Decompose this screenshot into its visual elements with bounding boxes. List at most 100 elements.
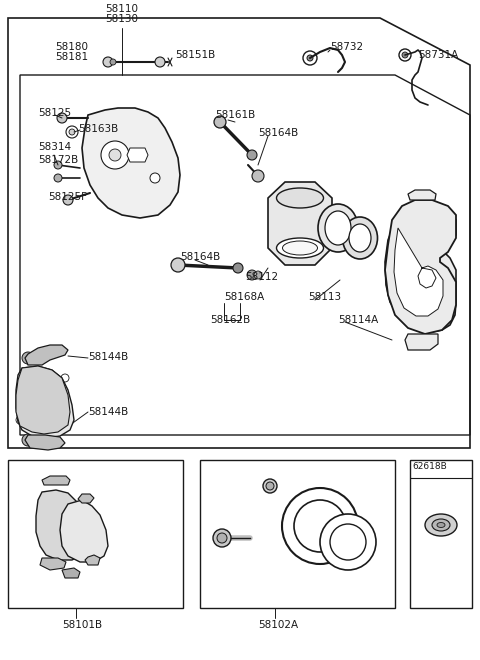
Ellipse shape (437, 523, 445, 527)
Text: 58731A: 58731A (418, 50, 458, 60)
Circle shape (330, 524, 366, 560)
Ellipse shape (349, 224, 371, 252)
Polygon shape (85, 555, 100, 565)
Text: 58113: 58113 (308, 292, 341, 302)
Circle shape (247, 270, 257, 280)
Circle shape (54, 161, 62, 169)
Text: 58114A: 58114A (338, 315, 378, 325)
Text: 58168A: 58168A (224, 292, 264, 302)
Ellipse shape (283, 241, 317, 255)
Circle shape (399, 49, 411, 61)
Circle shape (88, 528, 102, 542)
Circle shape (294, 500, 346, 552)
Polygon shape (36, 490, 88, 560)
Circle shape (266, 482, 274, 490)
Text: 58164B: 58164B (180, 252, 220, 262)
Text: 58163B: 58163B (78, 124, 118, 134)
Circle shape (64, 522, 80, 538)
Polygon shape (78, 494, 94, 503)
Text: 58162B: 58162B (210, 315, 250, 325)
Polygon shape (82, 108, 180, 218)
Circle shape (109, 149, 121, 161)
Circle shape (16, 416, 24, 424)
Text: 58110: 58110 (105, 4, 138, 14)
Polygon shape (25, 435, 65, 450)
Text: 58172B: 58172B (38, 155, 78, 165)
Text: 58314: 58314 (38, 142, 71, 152)
Bar (410, 460, 472, 608)
Circle shape (69, 129, 75, 135)
Text: 58102A: 58102A (258, 620, 298, 630)
Circle shape (66, 126, 78, 138)
Circle shape (22, 352, 34, 364)
Text: 58125F: 58125F (48, 192, 87, 202)
Circle shape (282, 488, 358, 564)
Ellipse shape (276, 238, 324, 258)
Circle shape (46, 515, 66, 535)
Circle shape (233, 263, 243, 273)
Text: 58101B: 58101B (62, 620, 102, 630)
Circle shape (150, 173, 160, 183)
Circle shape (214, 116, 226, 128)
Polygon shape (16, 366, 74, 438)
Circle shape (171, 258, 185, 272)
Polygon shape (60, 500, 108, 562)
Circle shape (254, 271, 262, 279)
Circle shape (402, 52, 408, 58)
Text: 58144B: 58144B (88, 352, 128, 362)
Circle shape (320, 514, 376, 570)
Ellipse shape (432, 519, 450, 531)
Bar (8, 460, 183, 608)
Circle shape (110, 59, 116, 65)
Polygon shape (408, 190, 436, 200)
Ellipse shape (276, 188, 324, 208)
Polygon shape (127, 148, 148, 162)
Polygon shape (405, 334, 438, 350)
Circle shape (21, 374, 29, 382)
Circle shape (213, 529, 231, 547)
Polygon shape (394, 228, 443, 316)
Circle shape (155, 57, 165, 67)
Circle shape (63, 195, 73, 205)
Ellipse shape (425, 514, 457, 536)
Circle shape (303, 51, 317, 65)
Circle shape (64, 416, 72, 424)
Polygon shape (40, 558, 66, 570)
Circle shape (22, 434, 34, 446)
Text: 58130: 58130 (105, 14, 138, 24)
Text: 58164B: 58164B (258, 128, 298, 138)
Text: 62618B: 62618B (412, 462, 447, 471)
Ellipse shape (318, 204, 358, 252)
Circle shape (263, 479, 277, 493)
Text: 58112: 58112 (245, 272, 278, 282)
Circle shape (252, 170, 264, 182)
Ellipse shape (325, 211, 351, 245)
Polygon shape (42, 476, 70, 485)
Circle shape (28, 390, 48, 410)
Circle shape (101, 141, 129, 169)
Circle shape (307, 55, 313, 61)
Polygon shape (16, 366, 70, 434)
Circle shape (54, 174, 62, 182)
Circle shape (47, 397, 63, 413)
Text: 58161B: 58161B (215, 110, 255, 120)
Circle shape (247, 150, 257, 160)
Polygon shape (385, 202, 456, 332)
Text: 58732: 58732 (330, 42, 363, 52)
Text: 58144B: 58144B (88, 407, 128, 417)
Ellipse shape (343, 217, 377, 259)
Polygon shape (62, 568, 80, 578)
Polygon shape (385, 200, 456, 334)
Bar (200, 460, 395, 608)
Text: 58181: 58181 (55, 52, 88, 62)
Text: 58125: 58125 (38, 108, 71, 118)
Circle shape (103, 57, 113, 67)
Text: 58180: 58180 (55, 42, 88, 52)
Circle shape (57, 113, 67, 123)
Text: 58151B: 58151B (175, 50, 215, 60)
Circle shape (71, 524, 89, 542)
Polygon shape (25, 345, 68, 365)
Circle shape (217, 533, 227, 543)
Circle shape (61, 374, 69, 382)
Polygon shape (268, 182, 332, 265)
